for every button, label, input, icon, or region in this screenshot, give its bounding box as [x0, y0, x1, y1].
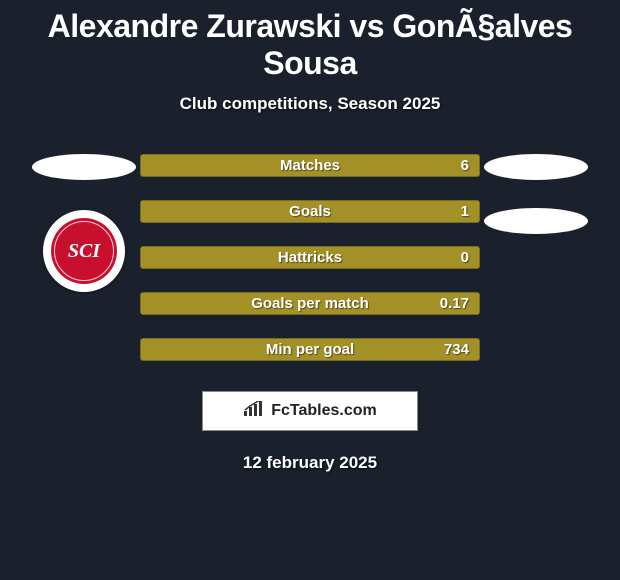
page-title: Alexandre Zurawski vs GonÃ§alves Sousa: [0, 0, 620, 82]
stat-bar-goals: Goals 1: [140, 200, 480, 223]
player1-club-badge: SCI: [43, 210, 125, 292]
left-player-col: SCI: [20, 154, 140, 292]
stat-label: Min per goal: [266, 341, 354, 358]
player2-avatar-placeholder: [484, 154, 588, 180]
stat-value: 0: [461, 249, 469, 266]
stat-bar-goals-per-match: Goals per match 0.17: [140, 292, 480, 315]
stat-label: Matches: [280, 157, 340, 174]
comparison-card: Alexandre Zurawski vs GonÃ§alves Sousa C…: [0, 0, 620, 580]
bar-chart-icon: [243, 401, 265, 422]
right-player-col: [480, 154, 600, 234]
badge-outer-ring: SCI: [43, 210, 125, 292]
badge-inner: SCI: [51, 218, 117, 284]
stat-label: Goals: [289, 203, 331, 220]
stats-column: Matches 6 Goals 1 Hattricks 0 Goals per …: [140, 154, 480, 361]
stat-bar-hattricks: Hattricks 0: [140, 246, 480, 269]
player2-club-placeholder: [484, 208, 588, 234]
content-row: SCI Matches 6 Goals 1 Hattricks 0 Goals …: [0, 154, 620, 361]
subtitle: Club competitions, Season 2025: [0, 94, 620, 114]
stat-label: Goals per match: [251, 295, 369, 312]
stat-value: 1: [461, 203, 469, 220]
stat-label: Hattricks: [278, 249, 342, 266]
player1-avatar-placeholder: [32, 154, 136, 180]
stat-value: 734: [444, 341, 469, 358]
stat-bar-min-per-goal: Min per goal 734: [140, 338, 480, 361]
stat-value: 0.17: [440, 295, 469, 312]
branding-box[interactable]: FcTables.com: [202, 391, 418, 431]
stat-bar-matches: Matches 6: [140, 154, 480, 177]
stat-value: 6: [461, 157, 469, 174]
date-line: 12 february 2025: [0, 453, 620, 473]
branding-text: FcTables.com: [271, 402, 377, 420]
